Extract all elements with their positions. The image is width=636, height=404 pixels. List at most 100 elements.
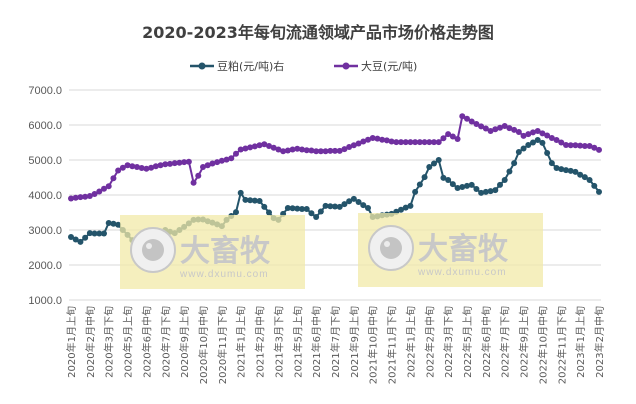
- data-point: [162, 161, 169, 168]
- x-tick-label: 2021年6月中旬: [310, 306, 323, 378]
- data-point: [313, 214, 320, 221]
- data-point: [379, 136, 386, 143]
- x-tick-label: 2022年11月下旬: [555, 306, 568, 384]
- data-point: [506, 168, 513, 175]
- data-point: [586, 176, 593, 183]
- data-point: [204, 162, 211, 169]
- data-point: [86, 193, 93, 200]
- data-point: [407, 202, 414, 209]
- data-point: [563, 167, 569, 174]
- data-point: [280, 148, 287, 155]
- data-point: [167, 160, 173, 167]
- data-point: [185, 158, 192, 165]
- data-point: [468, 181, 475, 188]
- legend: 豆粕(元/吨)右 大豆(元/吨): [190, 59, 417, 73]
- data-point: [327, 203, 334, 210]
- data-point: [143, 165, 150, 172]
- x-tick-label: 2020年9月上旬: [178, 306, 191, 378]
- data-point: [350, 195, 357, 202]
- data-point: [487, 188, 494, 195]
- data-point: [567, 167, 574, 174]
- data-point: [431, 139, 437, 146]
- data-point: [148, 164, 155, 171]
- data-point: [251, 197, 258, 204]
- x-tick-label: 2022年6月中旬: [480, 306, 493, 378]
- data-point: [96, 188, 103, 195]
- data-point: [256, 142, 263, 149]
- data-point: [284, 204, 291, 211]
- data-point: [492, 187, 499, 194]
- data-point: [355, 140, 362, 147]
- data-point: [412, 139, 419, 146]
- x-tick-label: 2020年10月中旬: [197, 306, 210, 384]
- data-point: [303, 206, 310, 212]
- watermark-logo-highlight: [384, 241, 390, 247]
- x-tick-label: 2021年3月下旬: [272, 306, 285, 378]
- data-point: [138, 165, 145, 172]
- data-point: [525, 141, 532, 148]
- data-point: [581, 174, 588, 181]
- data-point: [355, 199, 362, 205]
- x-tick-label: 2020年5月上旬: [122, 306, 135, 378]
- data-point: [247, 197, 254, 204]
- data-point: [454, 185, 461, 191]
- watermark-logo-text: 大畜牧: [418, 232, 509, 267]
- data-point: [346, 144, 353, 151]
- data-point: [110, 175, 117, 182]
- data-point: [195, 172, 202, 179]
- data-point: [336, 147, 343, 154]
- data-point: [558, 166, 565, 173]
- data-point: [497, 124, 503, 131]
- data-point: [299, 206, 305, 212]
- y-axis: 1000.0 2000.0 3000.0 4000.0 5000.0 6000.0 7000…: [28, 85, 62, 307]
- data-point: [567, 142, 574, 149]
- data-point: [134, 164, 140, 170]
- x-tick-label: 2022年2月中旬: [423, 306, 436, 378]
- data-point: [308, 147, 315, 154]
- data-point: [96, 230, 103, 237]
- data-point: [294, 205, 301, 212]
- data-point: [393, 139, 400, 146]
- data-point: [416, 181, 423, 188]
- data-point: [572, 168, 579, 175]
- data-point: [501, 176, 508, 183]
- x-tick-label: 2022年3月下旬: [442, 306, 455, 378]
- data-point: [530, 129, 536, 136]
- data-point: [322, 148, 329, 155]
- data-point: [449, 133, 456, 140]
- data-point: [82, 193, 89, 200]
- data-point: [577, 142, 584, 149]
- x-tick-label: 2022年9月上旬: [518, 306, 531, 378]
- legend-label-meal: 豆粕(元/吨)右: [217, 59, 284, 73]
- data-point: [157, 162, 164, 169]
- data-point: [218, 157, 225, 164]
- data-point: [478, 189, 485, 196]
- data-point: [200, 164, 206, 170]
- data-point: [478, 123, 485, 130]
- data-point: [497, 181, 503, 188]
- data-point: [294, 145, 301, 152]
- data-point: [341, 146, 348, 153]
- legend-marker-meal: [198, 62, 206, 70]
- data-point: [468, 118, 475, 125]
- data-point: [299, 146, 305, 153]
- data-point: [459, 113, 466, 120]
- data-point: [313, 148, 320, 155]
- x-tick-label: 2022年1月上旬: [404, 306, 417, 378]
- chart-title: 2020-2023年每旬流通领域产品市场价格走势图: [142, 23, 494, 42]
- data-point: [91, 190, 98, 197]
- data-point: [242, 145, 249, 152]
- data-point: [119, 164, 126, 171]
- data-point: [534, 137, 541, 144]
- x-tick-label: 2020年6月中旬: [140, 306, 153, 378]
- data-point: [284, 147, 291, 154]
- data-point: [398, 206, 404, 213]
- data-point: [426, 139, 433, 146]
- data-point: [171, 160, 178, 167]
- data-point: [548, 160, 555, 167]
- x-tick-label: 2023年2月中旬: [593, 306, 606, 378]
- data-point: [365, 204, 371, 211]
- y-tick-label: 5000.0: [28, 155, 62, 167]
- x-tick-label: 2021年7月下旬: [329, 306, 342, 378]
- x-tick-label: 2020年3月下旬: [103, 306, 116, 378]
